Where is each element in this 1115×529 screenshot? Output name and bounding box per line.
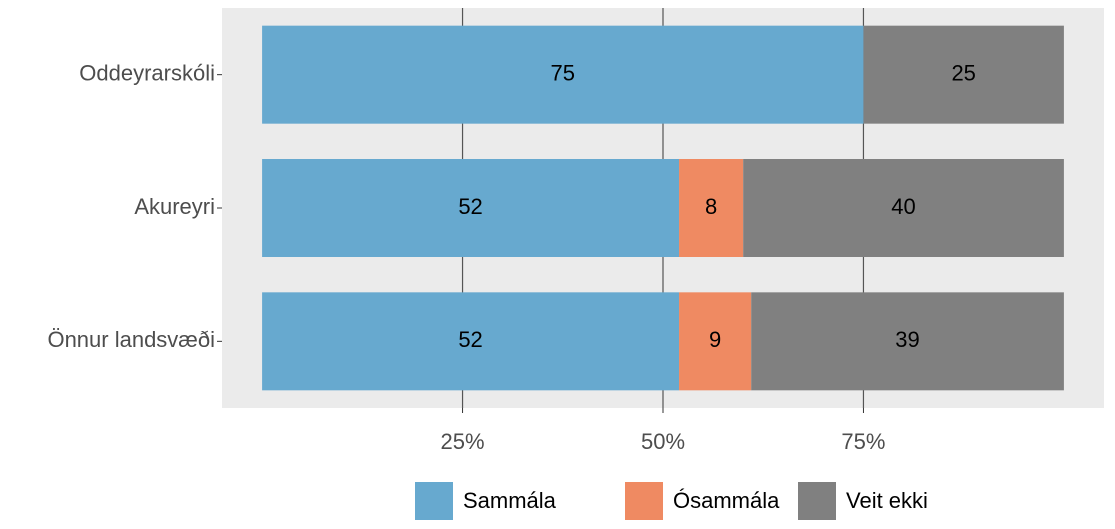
- legend-label: Ósammála: [673, 488, 780, 513]
- bar-segment: [262, 25, 864, 124]
- y-tick-label: Önnur landsvæði: [47, 327, 215, 352]
- data-label: 75: [551, 60, 575, 85]
- bar-segment: [679, 292, 752, 391]
- bar-segment: [262, 159, 680, 257]
- legend-label: Sammála: [463, 488, 557, 513]
- data-label: 40: [891, 194, 915, 219]
- data-label: 9: [709, 327, 721, 352]
- data-label: 52: [458, 194, 482, 219]
- bar-segment: [262, 292, 680, 391]
- data-label: 39: [895, 327, 919, 352]
- bar-segment: [679, 159, 744, 257]
- x-tick-label: 50%: [641, 429, 685, 454]
- legend-swatch: [415, 482, 453, 520]
- data-label: 8: [705, 194, 717, 219]
- bar-segment: [863, 25, 1064, 124]
- bar-segment: [751, 292, 1064, 391]
- bar-segment: [743, 159, 1064, 257]
- data-label: 25: [951, 60, 975, 85]
- legend-swatch: [798, 482, 836, 520]
- data-label: 52: [458, 327, 482, 352]
- y-tick-label: Akureyri: [134, 194, 215, 219]
- legend-swatch: [625, 482, 663, 520]
- x-tick-label: 75%: [841, 429, 885, 454]
- legend-label: Veit ekki: [846, 488, 928, 513]
- y-tick-label: Oddeyrarskóli: [79, 60, 215, 85]
- x-tick-label: 25%: [441, 429, 485, 454]
